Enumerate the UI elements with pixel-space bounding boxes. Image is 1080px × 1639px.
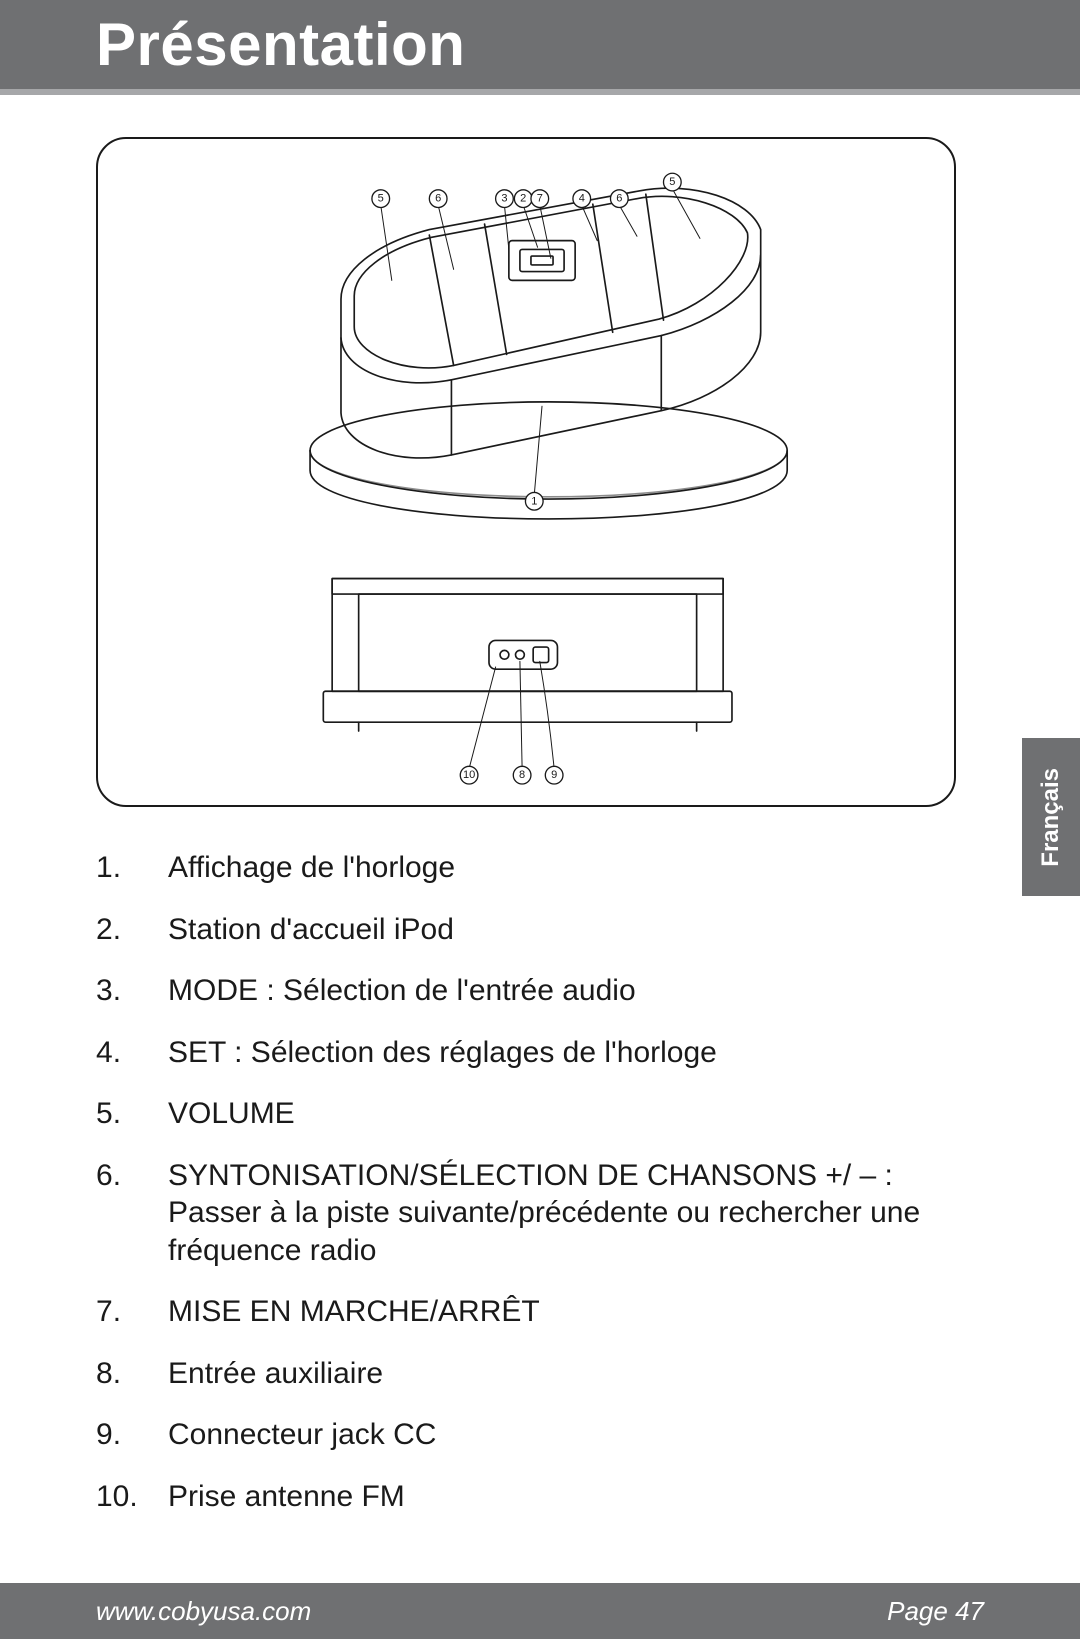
language-tab: Français <box>1022 738 1080 896</box>
list-item: SYNTONISATION/SÉLECTION DE CHANSONS +/ –… <box>96 1157 984 1270</box>
footer-page: Page 47 <box>887 1596 984 1627</box>
page-footer: www.cobyusa.com Page 47 <box>0 1583 1080 1639</box>
language-label: Français <box>1037 768 1065 867</box>
product-diagram: 5 6 3 27 4 6 5 1 10 8 9 <box>96 137 956 807</box>
list-item: VOLUME <box>96 1095 984 1133</box>
list-item: Affichage de l'horloge <box>96 849 984 887</box>
list-item: SET : Sélection des réglages de l'horlog… <box>96 1034 984 1072</box>
svg-text:1: 1 <box>531 495 537 507</box>
list-item: Connecteur jack CC <box>96 1416 984 1454</box>
svg-text:3: 3 <box>501 193 507 205</box>
list-item: Entrée auxiliaire <box>96 1355 984 1393</box>
list-item: MISE EN MARCHE/ARRÊT <box>96 1293 984 1331</box>
parts-list: Affichage de l'horloge Station d'accueil… <box>96 849 984 1515</box>
page-content: 5 6 3 27 4 6 5 1 10 8 9 Affichage de l'horloge Sta… <box>0 95 1080 1515</box>
svg-text:5: 5 <box>669 176 675 188</box>
page-title: Présentation <box>96 10 1080 79</box>
svg-text:5: 5 <box>378 193 384 205</box>
footer-url: www.cobyusa.com <box>96 1596 311 1627</box>
svg-text:4: 4 <box>579 193 585 205</box>
svg-text:9: 9 <box>551 769 557 781</box>
svg-text:8: 8 <box>519 769 525 781</box>
svg-text:2: 2 <box>520 193 526 205</box>
svg-text:6: 6 <box>616 193 622 205</box>
list-item: Station d'accueil iPod <box>96 911 984 949</box>
list-item: Prise antenne FM <box>96 1478 984 1516</box>
list-item: MODE : Sélection de l'entrée audio <box>96 972 984 1010</box>
header-bar: Présentation <box>0 0 1080 95</box>
svg-text:6: 6 <box>435 193 441 205</box>
svg-text:10: 10 <box>463 769 475 781</box>
diagram-svg: 5 6 3 27 4 6 5 1 10 8 9 <box>98 139 954 807</box>
svg-text:7: 7 <box>537 193 543 205</box>
